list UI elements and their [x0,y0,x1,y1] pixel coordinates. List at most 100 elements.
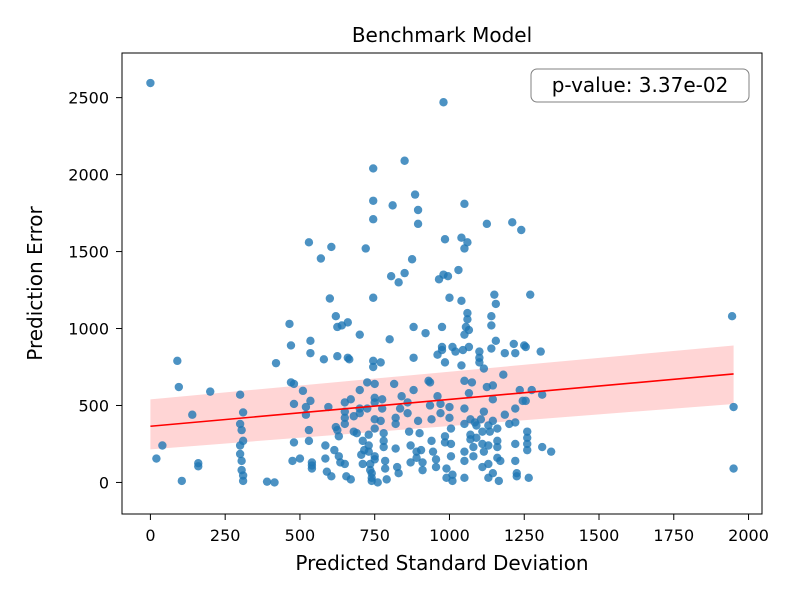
scatter-point [364,430,373,439]
scatter-point [521,342,530,352]
scatter-point [463,308,472,318]
scatter-point [511,348,520,358]
scatter-point [379,442,388,452]
scatter-point [511,418,520,427]
scatter-point [460,456,469,466]
scatter-point [377,395,387,404]
scatter-point [427,415,436,424]
scatter-point [152,454,161,463]
confidence-band [150,345,734,450]
scatter-point [488,469,498,478]
scatter-point [327,472,336,481]
scatter-point [491,336,501,346]
scatter-point [238,408,248,417]
scatter-point [177,476,187,486]
x-tick-label: 1500 [579,526,620,545]
scatter-point [406,458,415,467]
scatter-point [446,452,456,461]
scatter-point [425,401,435,410]
scatter-point [364,447,373,456]
scatter-point [464,325,474,335]
scatter-point [358,459,367,469]
scatter-point [464,388,474,398]
scatter-point [418,458,427,467]
scatter-point [327,242,336,252]
scatter-point [512,472,521,481]
scatter-point [493,436,502,446]
scatter-point [536,347,545,356]
x-tick-label: 2000 [728,526,769,545]
scatter-point [508,218,517,227]
scatter-point [496,456,505,466]
scatter-point [409,322,418,332]
scatter-point [409,385,418,395]
x-axis-ticks: 0 250 500 750 1000 1250 1500 1750 2000 [145,514,769,545]
scatter-point [537,442,547,452]
scatter-point [188,410,197,419]
x-tick-label: 750 [359,526,390,545]
scatter-point [295,454,305,463]
scatter-point [475,347,484,356]
scatter-point [428,447,438,456]
scatter-point [379,436,388,446]
scatter-point [391,413,400,422]
scatter-point [431,462,441,472]
scatter-point [355,408,364,418]
scatter-point [301,402,311,412]
fit-line [150,373,734,428]
scatter-point [235,449,245,459]
scatter-point [369,164,378,173]
scatter-point [174,382,184,392]
scatter-point [494,476,504,486]
scatter-point [472,421,481,430]
scatter-point [319,355,329,364]
scatter-point [445,413,454,422]
x-tick-label: 1250 [504,526,545,545]
scatter-point [386,271,396,281]
y-tick-label: 1500 [68,243,109,262]
scatter-point [493,442,502,452]
scatter-point [500,348,510,358]
scatter-point [325,294,335,303]
scatter-point [406,441,415,450]
scatter-point [511,439,520,449]
scatter-point [389,379,399,389]
scatter-point [457,361,466,370]
scatter-point [484,441,493,450]
scatter-point [369,362,378,372]
scatter-point [493,424,502,433]
scatter-point [729,464,738,473]
scatter-point [380,464,390,473]
scatter-point [727,312,737,321]
scatter-point [304,425,314,435]
scatter-point [343,318,352,327]
scatter-point [413,416,423,426]
scatter-point [412,453,421,463]
scatter-point [289,399,299,409]
scatter-point [370,398,379,407]
scatter-point [442,464,451,473]
scatter-point [403,408,412,418]
scatter-point [158,441,167,450]
scatter-point [425,378,435,387]
scatter-point [479,407,489,416]
scatter-point [271,358,281,368]
scatter-point [333,352,342,361]
y-tick-label: 2000 [68,166,109,185]
scatter-point [460,473,469,483]
x-tick-label: 1000 [429,526,470,545]
scatter-point [382,475,391,484]
scatter-point [376,416,385,426]
scatter-point [421,328,430,338]
scatter-point [440,235,450,244]
scatter-point [523,433,532,443]
scatter-point [445,402,454,412]
scatter-point [451,347,460,356]
scatter-point [340,413,350,422]
scatter-point [206,387,215,396]
scatter-point [463,315,472,324]
scatter-point [304,238,314,247]
scatter-point [448,476,457,486]
scatter-point [524,473,533,483]
